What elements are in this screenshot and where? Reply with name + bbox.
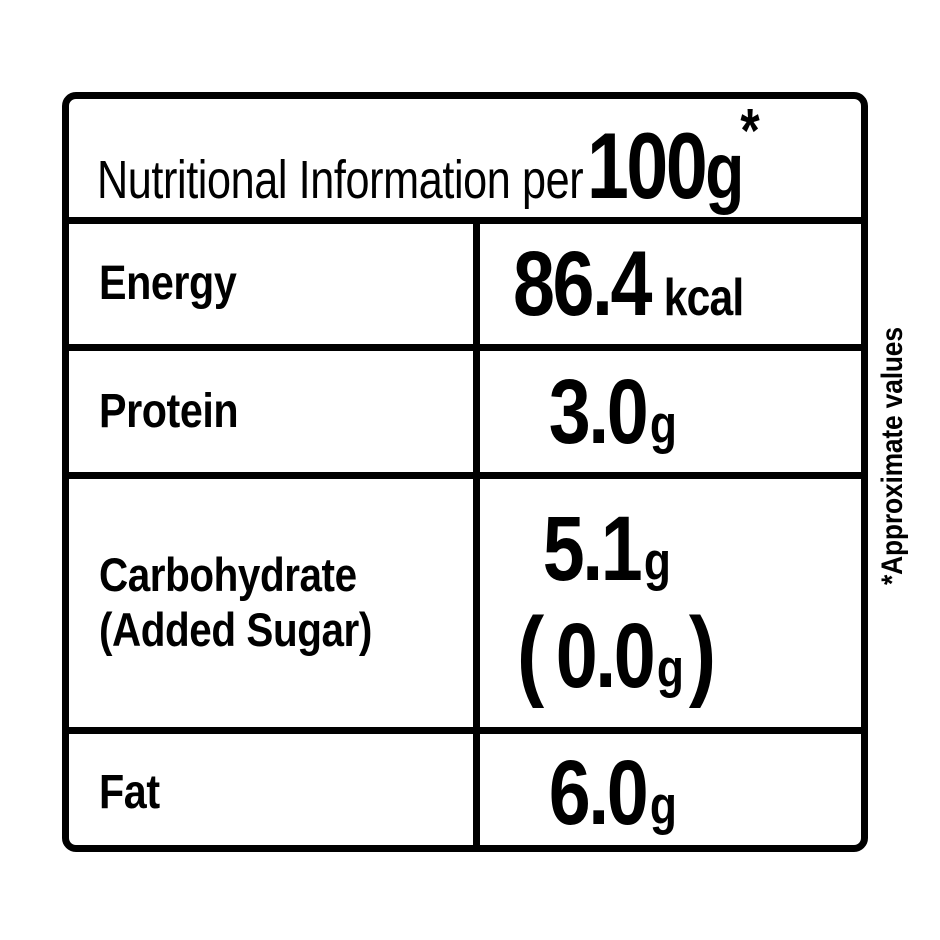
- footnote-text: *Approximate values: [876, 327, 909, 585]
- panel-header-inner: Nutritional Information per 100g*: [97, 101, 857, 213]
- table-row: Carbohydrate (Added Sugar) 5.1 g ( 0.0 g…: [69, 479, 861, 734]
- nutrient-label-cell: Protein: [69, 351, 480, 472]
- header-serving-size: 100g*: [587, 99, 760, 215]
- nutrient-value-cell: 5.1 g ( 0.0 g ): [480, 479, 861, 727]
- panel-header-row: Nutritional Information per 100g*: [69, 99, 861, 224]
- added-sugar-value: 0.0: [556, 605, 656, 707]
- nutrient-label-cell: Energy: [69, 224, 480, 344]
- added-sugar-open-paren: (: [516, 597, 544, 709]
- header-title: Nutritional Information per: [97, 150, 584, 210]
- nutrient-label-cell: Carbohydrate (Added Sugar): [69, 479, 480, 727]
- nutrient-value-cell: 3.0 g: [480, 351, 861, 472]
- added-sugar-unit: g: [657, 639, 684, 699]
- nutrient-value-line: 86.4 kcal: [498, 238, 861, 330]
- nutrient-value-cell: 86.4 kcal: [480, 224, 861, 344]
- nutrient-label: Fat: [99, 766, 160, 820]
- nutrient-label: Carbohydrate (Added Sugar): [99, 548, 372, 656]
- nutrient-value: 86.4: [513, 233, 652, 335]
- nutrient-label: Protein: [99, 384, 239, 438]
- asterisk-icon: *: [740, 99, 759, 166]
- nutrient-value-line: 5.1 g: [532, 503, 861, 595]
- table-row: Protein 3.0 g: [69, 351, 861, 479]
- added-sugar-close-paren: ): [689, 597, 716, 709]
- nutrient-value-cell: 6.0 g: [480, 734, 861, 845]
- added-sugar-value-line: ( 0.0 g ): [514, 603, 861, 703]
- nutrient-unit: g: [649, 776, 677, 836]
- approximate-values-footnote: *Approximate values: [876, 285, 910, 585]
- nutrient-value: 6.0: [548, 742, 649, 844]
- nutrient-unit: g: [649, 394, 677, 455]
- table-row: Fat 6.0 g: [69, 734, 861, 845]
- nutrient-label: Energy: [99, 257, 237, 311]
- nutrition-panel: Nutritional Information per 100g* Energy…: [62, 92, 868, 852]
- nutrient-value: 3.0: [548, 360, 649, 463]
- nutrient-value-line: 6.0 g: [538, 747, 861, 839]
- header-serving-number: 100: [586, 113, 708, 218]
- nutrient-value: 5.1: [542, 498, 643, 600]
- header-serving-unit: g: [705, 126, 744, 215]
- table-row: Energy 86.4 kcal: [69, 224, 861, 351]
- nutrient-unit: g: [643, 532, 671, 592]
- nutrient-unit: kcal: [663, 269, 745, 327]
- nutrient-value-line: 3.0 g: [538, 366, 861, 458]
- nutrient-label-cell: Fat: [69, 734, 480, 845]
